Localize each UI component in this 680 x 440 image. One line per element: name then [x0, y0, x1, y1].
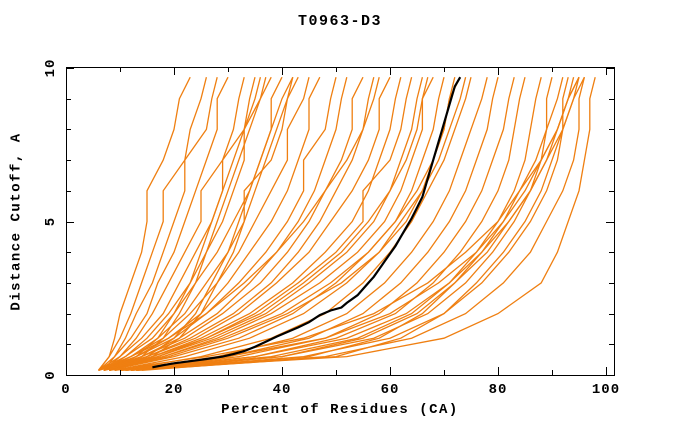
- tick-label: 0: [61, 382, 70, 398]
- model-curve: [109, 77, 456, 372]
- model-curve: [136, 77, 569, 372]
- tick-label: 5: [43, 217, 59, 226]
- tick-label: 60: [381, 382, 400, 398]
- model-curve: [130, 77, 526, 372]
- highlighted-model-curve: [152, 76, 462, 369]
- model-curve: [98, 77, 310, 371]
- chart-title: T0963-D3: [297, 13, 382, 30]
- model-curve: [98, 76, 283, 371]
- model-curve: [98, 76, 391, 372]
- model-curve: [130, 77, 542, 372]
- model-curve: [114, 77, 467, 372]
- model-curve: [108, 77, 262, 371]
- model-curve: [98, 77, 256, 371]
- model-curve: [103, 77, 375, 372]
- tick-label: 100: [592, 382, 620, 398]
- model-curve: [103, 77, 245, 371]
- model-curve: [109, 76, 434, 372]
- model-curve: [103, 77, 218, 371]
- tick-label: 40: [273, 382, 292, 398]
- model-curve: [103, 77, 424, 372]
- model-curve: [141, 77, 586, 372]
- y-axis-label: Distance Cutoff, A: [8, 132, 25, 311]
- model-curve: [103, 77, 402, 372]
- plot-frame: [66, 67, 615, 376]
- model-curve: [114, 76, 294, 371]
- model-curve: [103, 77, 267, 371]
- model-curve: [98, 76, 364, 372]
- tick-label: 80: [489, 382, 508, 398]
- model-curve: [97, 76, 229, 371]
- model-curve: [109, 76, 461, 372]
- model-curve: [103, 77, 348, 372]
- model-curve: [109, 76, 580, 372]
- model-curve: [98, 77, 337, 372]
- model-curve: [130, 77, 564, 372]
- model-curve: [97, 77, 208, 371]
- model-curve: [108, 76, 272, 371]
- tick-label: 10: [43, 59, 59, 78]
- tick-label: 20: [165, 382, 184, 398]
- model-curve: [136, 77, 553, 372]
- model-curve: [125, 77, 488, 372]
- model-curve: [97, 76, 191, 371]
- model-curve: [98, 77, 380, 371]
- tick-label: 0: [43, 370, 59, 379]
- model-curve: [103, 77, 429, 372]
- model-curve: [114, 76, 299, 372]
- model-curve: [119, 77, 499, 372]
- model-curve: [119, 76, 585, 372]
- model-curve: [119, 77, 596, 372]
- x-axis-label: Percent of Residues (CA): [221, 402, 459, 418]
